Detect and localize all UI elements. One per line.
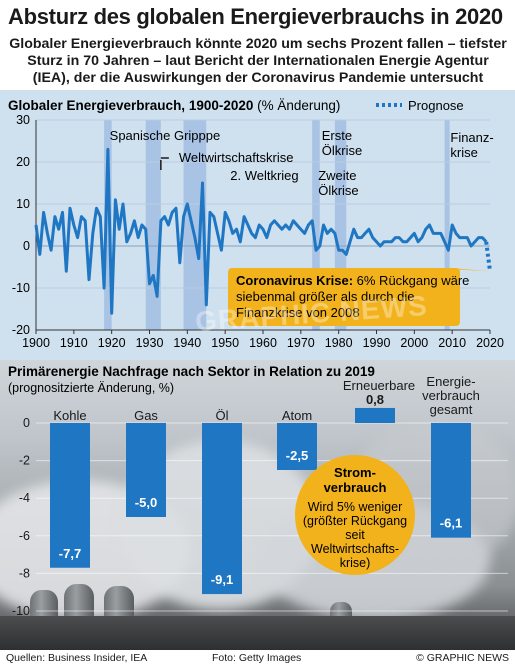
bar xyxy=(431,423,471,538)
footer: Quellen: Business Insider, IEA Foto: Get… xyxy=(0,650,515,667)
x-tick-label: 1910 xyxy=(60,336,88,350)
series-line-forecast xyxy=(484,241,492,272)
shaded-period xyxy=(334,120,347,330)
bar xyxy=(202,423,242,595)
x-tick-label: 1920 xyxy=(98,336,126,350)
y-tick-label: 10 xyxy=(16,197,30,211)
callout-circle-text: Wird 5% weniger (größter Rückgang seit Welt… xyxy=(303,500,407,570)
bar-y-tick-label: -2 xyxy=(19,454,30,468)
bar xyxy=(277,423,317,470)
callout-text: Coronavirus Krise: 6% Rückgang wäre siebe… xyxy=(236,273,469,320)
x-tick-label: 1900 xyxy=(22,336,50,350)
callout-circle xyxy=(295,455,415,575)
bar-y-tick-label: -6 xyxy=(19,529,30,543)
footer-photo-credit: Foto: Getty Images xyxy=(212,652,302,664)
x-tick-label: 1940 xyxy=(173,336,201,350)
ground xyxy=(0,616,515,650)
callout-box xyxy=(228,268,460,326)
bar xyxy=(50,423,90,568)
period-label: 2. Weltkrieg xyxy=(230,168,298,183)
x-tick-label: 1930 xyxy=(136,336,164,350)
period-label: Finanz-krise xyxy=(450,130,493,160)
bar-category-label: Atom xyxy=(282,408,312,423)
period-label: Erste Ölkrise xyxy=(322,128,362,158)
bar-category-label: Kohle xyxy=(53,408,86,423)
bar-value-label: -2,5 xyxy=(286,448,308,463)
x-tick-label: 2000 xyxy=(400,336,428,350)
legend-label: Prognose xyxy=(408,98,464,113)
bar xyxy=(126,423,166,517)
y-tick-label: 20 xyxy=(16,155,30,169)
shaded-period xyxy=(183,120,207,330)
x-tick-label: 1950 xyxy=(211,336,239,350)
bar-value-label: 0,8 xyxy=(366,392,384,407)
line-chart-panel: 30 20 10 0 -10 -20 1900 1910 1920 1930 1940 1950 196… xyxy=(0,90,515,360)
photo-background: 0 -2 -4 -6 -8 -10 -7,7 -5,0 -9,1 -2,5 0,8 -6,1 Kohl… xyxy=(0,360,515,650)
shaded-period xyxy=(312,120,320,330)
series-line-historic xyxy=(34,147,488,315)
shaded-period xyxy=(145,120,161,330)
y-tick-label: 0 xyxy=(23,239,30,253)
period-label: Weltwirtschaftskrise xyxy=(179,150,294,165)
bar-y-tick-label: 0 xyxy=(23,416,30,430)
x-tick-label: 2020 xyxy=(476,336,504,350)
bar-chart: 0 -2 -4 -6 -8 -10 -7,7 -5,0 -9,1 -2,5 0,8 -6,1 Kohl… xyxy=(8,364,508,618)
bar-y-tick-label: -10 xyxy=(12,604,30,618)
y-tick-label: 30 xyxy=(16,113,30,127)
x-tick-label: 1980 xyxy=(325,336,353,350)
bar-value-label: -9,1 xyxy=(211,572,233,587)
footer-copyright: © GRAPHIC NEWS xyxy=(416,652,509,664)
x-tick-label: 2010 xyxy=(438,336,466,350)
shaded-period xyxy=(104,120,112,330)
x-tick-label: 1970 xyxy=(287,336,315,350)
callout-circle-title: Strom-verbrauch xyxy=(324,465,387,495)
bar-value-label: -5,0 xyxy=(135,495,157,510)
footer-sources: Quellen: Business Insider, IEA xyxy=(6,652,148,664)
bar xyxy=(355,407,395,423)
line-chart-title: Globaler Energieverbrauch, 1900-2020 (% … xyxy=(8,98,340,113)
bar-category-label: Öl xyxy=(216,408,229,423)
x-tick-label: 1960 xyxy=(249,336,277,350)
period-label: Spanische Gripppe xyxy=(110,128,221,143)
bar-value-label: -7,7 xyxy=(59,546,81,561)
bar-category-label: Erneuerbare xyxy=(343,378,415,393)
bar-y-tick-label: -4 xyxy=(19,491,30,505)
bar-category-label: Energie-verbrauch gesamt xyxy=(422,374,480,417)
y-tick-label: -10 xyxy=(12,281,30,295)
shaded-period xyxy=(444,120,450,330)
page-subtitle: Globaler Energieverbrauch könnte 2020 um… xyxy=(9,36,507,86)
x-tick-label: 1990 xyxy=(363,336,391,350)
bar-value-label: -6,1 xyxy=(440,516,462,531)
bar-y-tick-label: -8 xyxy=(19,566,30,580)
period-label: Zweite Ölkrise xyxy=(318,168,358,198)
bar-chart-title: Primärenergie Nachfrage nach Sektor in R… xyxy=(8,364,375,379)
y-tick-label: -20 xyxy=(12,323,30,337)
page-title: Absturz des globalen Energieverbrauchs i… xyxy=(8,4,503,29)
bar-category-label: Gas xyxy=(134,408,158,423)
bar-chart-subtitle: (prognositzierte Änderung, %) xyxy=(8,381,174,395)
